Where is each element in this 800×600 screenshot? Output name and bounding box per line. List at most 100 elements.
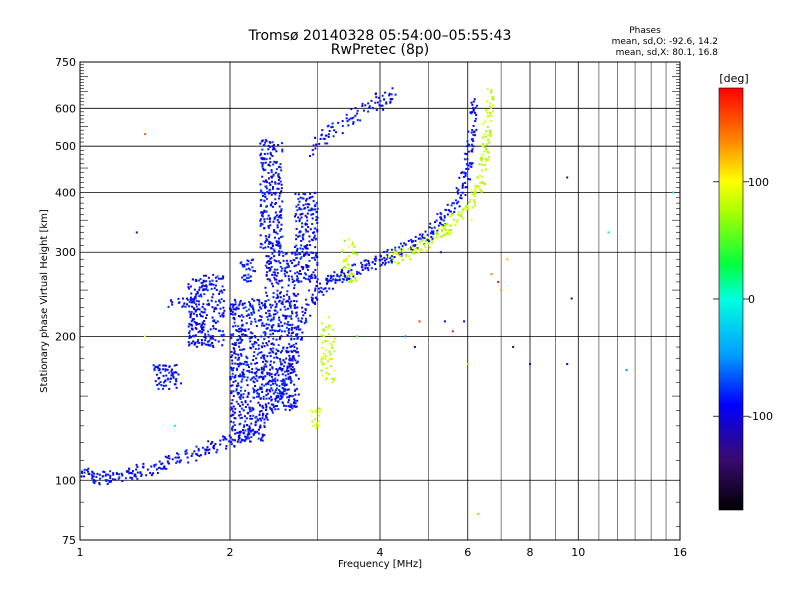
data-point [229,312,232,315]
data-point [222,333,225,336]
data-point [448,210,451,213]
data-point [347,255,350,258]
data-point [281,367,284,370]
data-point [200,295,203,298]
data-point [264,141,267,144]
data-point [163,465,166,468]
data-point [311,276,314,279]
data-point [289,304,292,307]
data-point [218,292,221,295]
data-point [234,362,237,365]
data-point [213,320,216,323]
data-point [295,328,298,331]
data-point [321,346,324,349]
data-point [318,407,321,410]
data-point [264,334,267,337]
data-point [290,368,293,371]
data-point [255,374,258,377]
data-point [292,343,295,346]
data-point [265,181,268,184]
data-point [250,259,253,262]
data-point [269,157,272,160]
data-point [437,224,440,227]
data-point [389,101,392,104]
data-point [480,156,483,159]
data-point [268,266,271,269]
data-point [284,267,287,270]
data-point [265,255,268,258]
data-point [297,216,300,219]
data-point [156,383,159,386]
data-point [322,293,325,296]
data-point [472,145,475,148]
y-tick-label: 400 [55,186,76,199]
data-point [213,287,216,290]
data-point [235,388,238,391]
data-point [301,236,304,239]
data-point [486,88,489,91]
data-point [302,314,305,317]
data-point [229,436,232,439]
data-point [81,470,84,473]
data-point [359,272,362,275]
data-point [320,334,323,337]
data-point [426,233,429,236]
data-point [267,380,270,383]
data-point [261,354,264,357]
data-point [255,341,258,344]
data-point [252,308,255,311]
data-point [209,442,212,445]
data-point [264,235,267,238]
data-point [338,278,341,281]
data-point [291,407,294,410]
data-point [301,222,304,225]
data-point [251,368,254,371]
data-point [162,368,165,371]
data-point [421,238,424,241]
data-point [242,425,245,428]
data-point [278,194,281,197]
data-point [248,433,251,436]
data-point [311,195,314,198]
data-point [306,247,309,250]
data-point [283,322,286,325]
data-point [199,294,202,297]
data-point [230,355,233,358]
data-point [269,379,272,382]
data-point [454,224,457,227]
data-point [280,250,283,253]
data-point [332,328,335,331]
data-point [275,405,278,408]
data-point [367,102,370,105]
data-point [239,373,242,376]
data-point [305,216,308,219]
data-point [280,269,283,272]
data-point [353,263,356,266]
data-point [264,375,267,378]
data-point [222,300,225,303]
data-point [288,265,291,268]
data-point [261,324,264,327]
data-point [157,466,160,469]
data-point [310,238,313,241]
data-point [293,400,296,403]
data-point [253,430,256,433]
data-point [243,348,246,351]
data-point [233,348,236,351]
data-point [265,405,268,408]
data-point [377,96,380,99]
data-point [260,386,263,389]
data-point [211,306,214,309]
data-point [233,411,236,414]
data-point [334,279,337,282]
data-point [270,380,273,383]
data-point [262,406,265,409]
data-point [268,141,271,144]
data-point [282,259,285,262]
data-point [278,192,281,195]
data-point [440,218,443,221]
data-point [279,394,282,397]
data-point [207,340,210,343]
data-point [396,262,399,265]
data-point [222,435,225,438]
